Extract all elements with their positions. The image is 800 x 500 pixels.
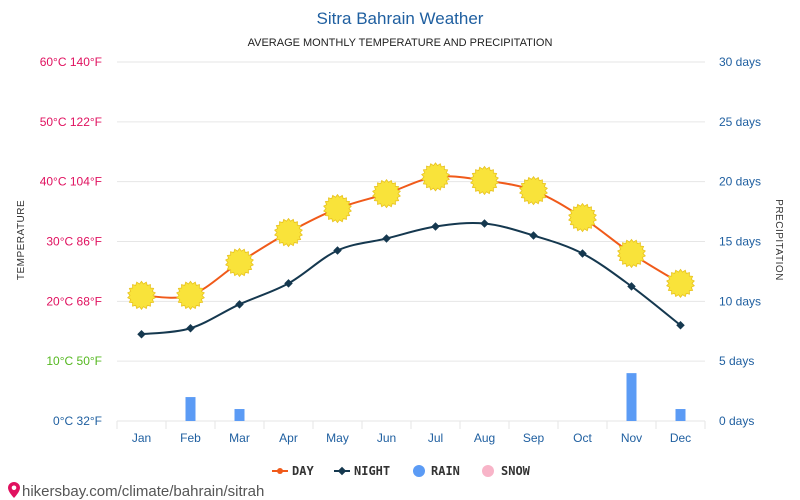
legend: DAY NIGHT RAIN SNOW	[272, 464, 531, 478]
legend-rain-icon	[413, 465, 425, 477]
y-tick-label: 0°C 32°F	[53, 414, 102, 428]
x-tick-label: Jul	[428, 431, 443, 445]
x-tick-label: Apr	[279, 431, 298, 445]
legend-item-rain[interactable]: RAIN	[413, 464, 460, 478]
night-point	[284, 279, 293, 288]
sun-icon	[176, 280, 205, 311]
rain-bar	[626, 373, 637, 421]
footer-url: hikersbay.com/climate/bahrain/sitrah	[22, 483, 264, 500]
sun-icon	[617, 238, 646, 269]
y2-tick-label: 20 days	[719, 175, 761, 189]
legend-rain-label: RAIN	[431, 464, 460, 478]
x-tick-label: Oct	[573, 431, 592, 445]
night-series-line	[141, 222, 682, 336]
night-point	[627, 282, 636, 291]
map-pin-icon	[8, 482, 20, 498]
rain-bars	[185, 373, 686, 421]
y2-axis-title: PRECIPITATION	[773, 199, 784, 281]
y2-tick-label: 30 days	[719, 55, 761, 69]
rain-bar	[675, 409, 686, 421]
y2-tick-label: 15 days	[719, 235, 761, 249]
grid-lines	[116, 61, 706, 429]
x-tick-label: Jun	[377, 431, 396, 445]
night-point	[676, 321, 685, 330]
night-point	[529, 231, 538, 240]
legend-night-label: NIGHT	[354, 464, 390, 478]
series-lines	[141, 175, 682, 336]
sun-icon	[519, 175, 548, 206]
sun-icon	[323, 193, 352, 224]
x-tick-label: Feb	[180, 431, 201, 445]
x-tick-label: Aug	[474, 431, 495, 445]
legend-snow-icon	[482, 465, 494, 477]
chart-subtitle: AVERAGE MONTHLY TEMPERATURE AND PRECIPIT…	[248, 37, 553, 49]
x-tick-label: Sep	[523, 431, 545, 445]
sun-icon	[225, 247, 254, 278]
y2-tick-label: 0 days	[719, 414, 754, 428]
y2-tick-label: 5 days	[719, 354, 754, 368]
sun-icon	[568, 202, 597, 233]
night-point	[431, 222, 440, 231]
rain-bar	[234, 409, 245, 421]
x-tick-label: Mar	[229, 431, 250, 445]
x-tick-label: May	[326, 431, 349, 445]
y-tick-label: 30°C 86°F	[46, 235, 102, 249]
x-tick-label: Jan	[132, 431, 151, 445]
y-tick-label: 50°C 122°F	[40, 115, 102, 129]
night-point	[186, 324, 195, 333]
sun-icon	[470, 165, 499, 196]
x-axis: Jan Feb Mar Apr May Jun Jul Aug Sep Oct Nov Dec	[132, 431, 691, 445]
y-tick-label: 10°C 50°F	[46, 354, 102, 368]
y2-tick-label: 10 days	[719, 294, 761, 308]
night-point	[578, 249, 587, 258]
footer-link[interactable]: hikersbay.com/climate/bahrain/sitrah	[8, 482, 264, 500]
sun-icon	[421, 162, 450, 192]
x-tick-label: Nov	[621, 431, 642, 445]
y-tick-label: 20°C 68°F	[46, 294, 102, 308]
sun-icon	[666, 268, 695, 299]
night-point	[137, 329, 146, 339]
legend-item-snow[interactable]: SNOW	[482, 464, 531, 478]
sun-icon	[127, 280, 156, 311]
series-markers	[127, 162, 695, 339]
x-tick-label: Dec	[670, 431, 691, 445]
chart-title: Sitra Bahrain Weather	[317, 9, 484, 28]
legend-night-diamond-icon	[337, 466, 347, 476]
y-tick-label: 60°C 140°F	[40, 55, 102, 69]
legend-item-day[interactable]: DAY	[272, 464, 314, 478]
night-point	[235, 300, 244, 309]
night-point	[333, 246, 342, 255]
legend-snow-label: SNOW	[501, 464, 531, 478]
y2-tick-label: 25 days	[719, 115, 761, 129]
y-axis-title: TEMPERATURE	[16, 200, 27, 280]
legend-item-night[interactable]: NIGHT	[334, 464, 390, 478]
day-series-line	[141, 175, 682, 299]
y-tick-label: 40°C 104°F	[40, 175, 102, 189]
y-axis-left: 60°C 140°F 50°C 122°F 40°C 104°F 30°C 86°F 2…	[40, 55, 102, 428]
sun-icon	[274, 217, 303, 248]
legend-day-label: DAY	[292, 464, 314, 478]
night-point	[480, 219, 489, 228]
y-axis-right: 30 days 25 days 20 days 15 days 10 days 5 day…	[719, 55, 761, 428]
sun-icon	[372, 178, 401, 209]
legend-day-dot-icon	[277, 468, 283, 474]
night-point	[382, 234, 391, 243]
rain-bar	[185, 397, 196, 421]
